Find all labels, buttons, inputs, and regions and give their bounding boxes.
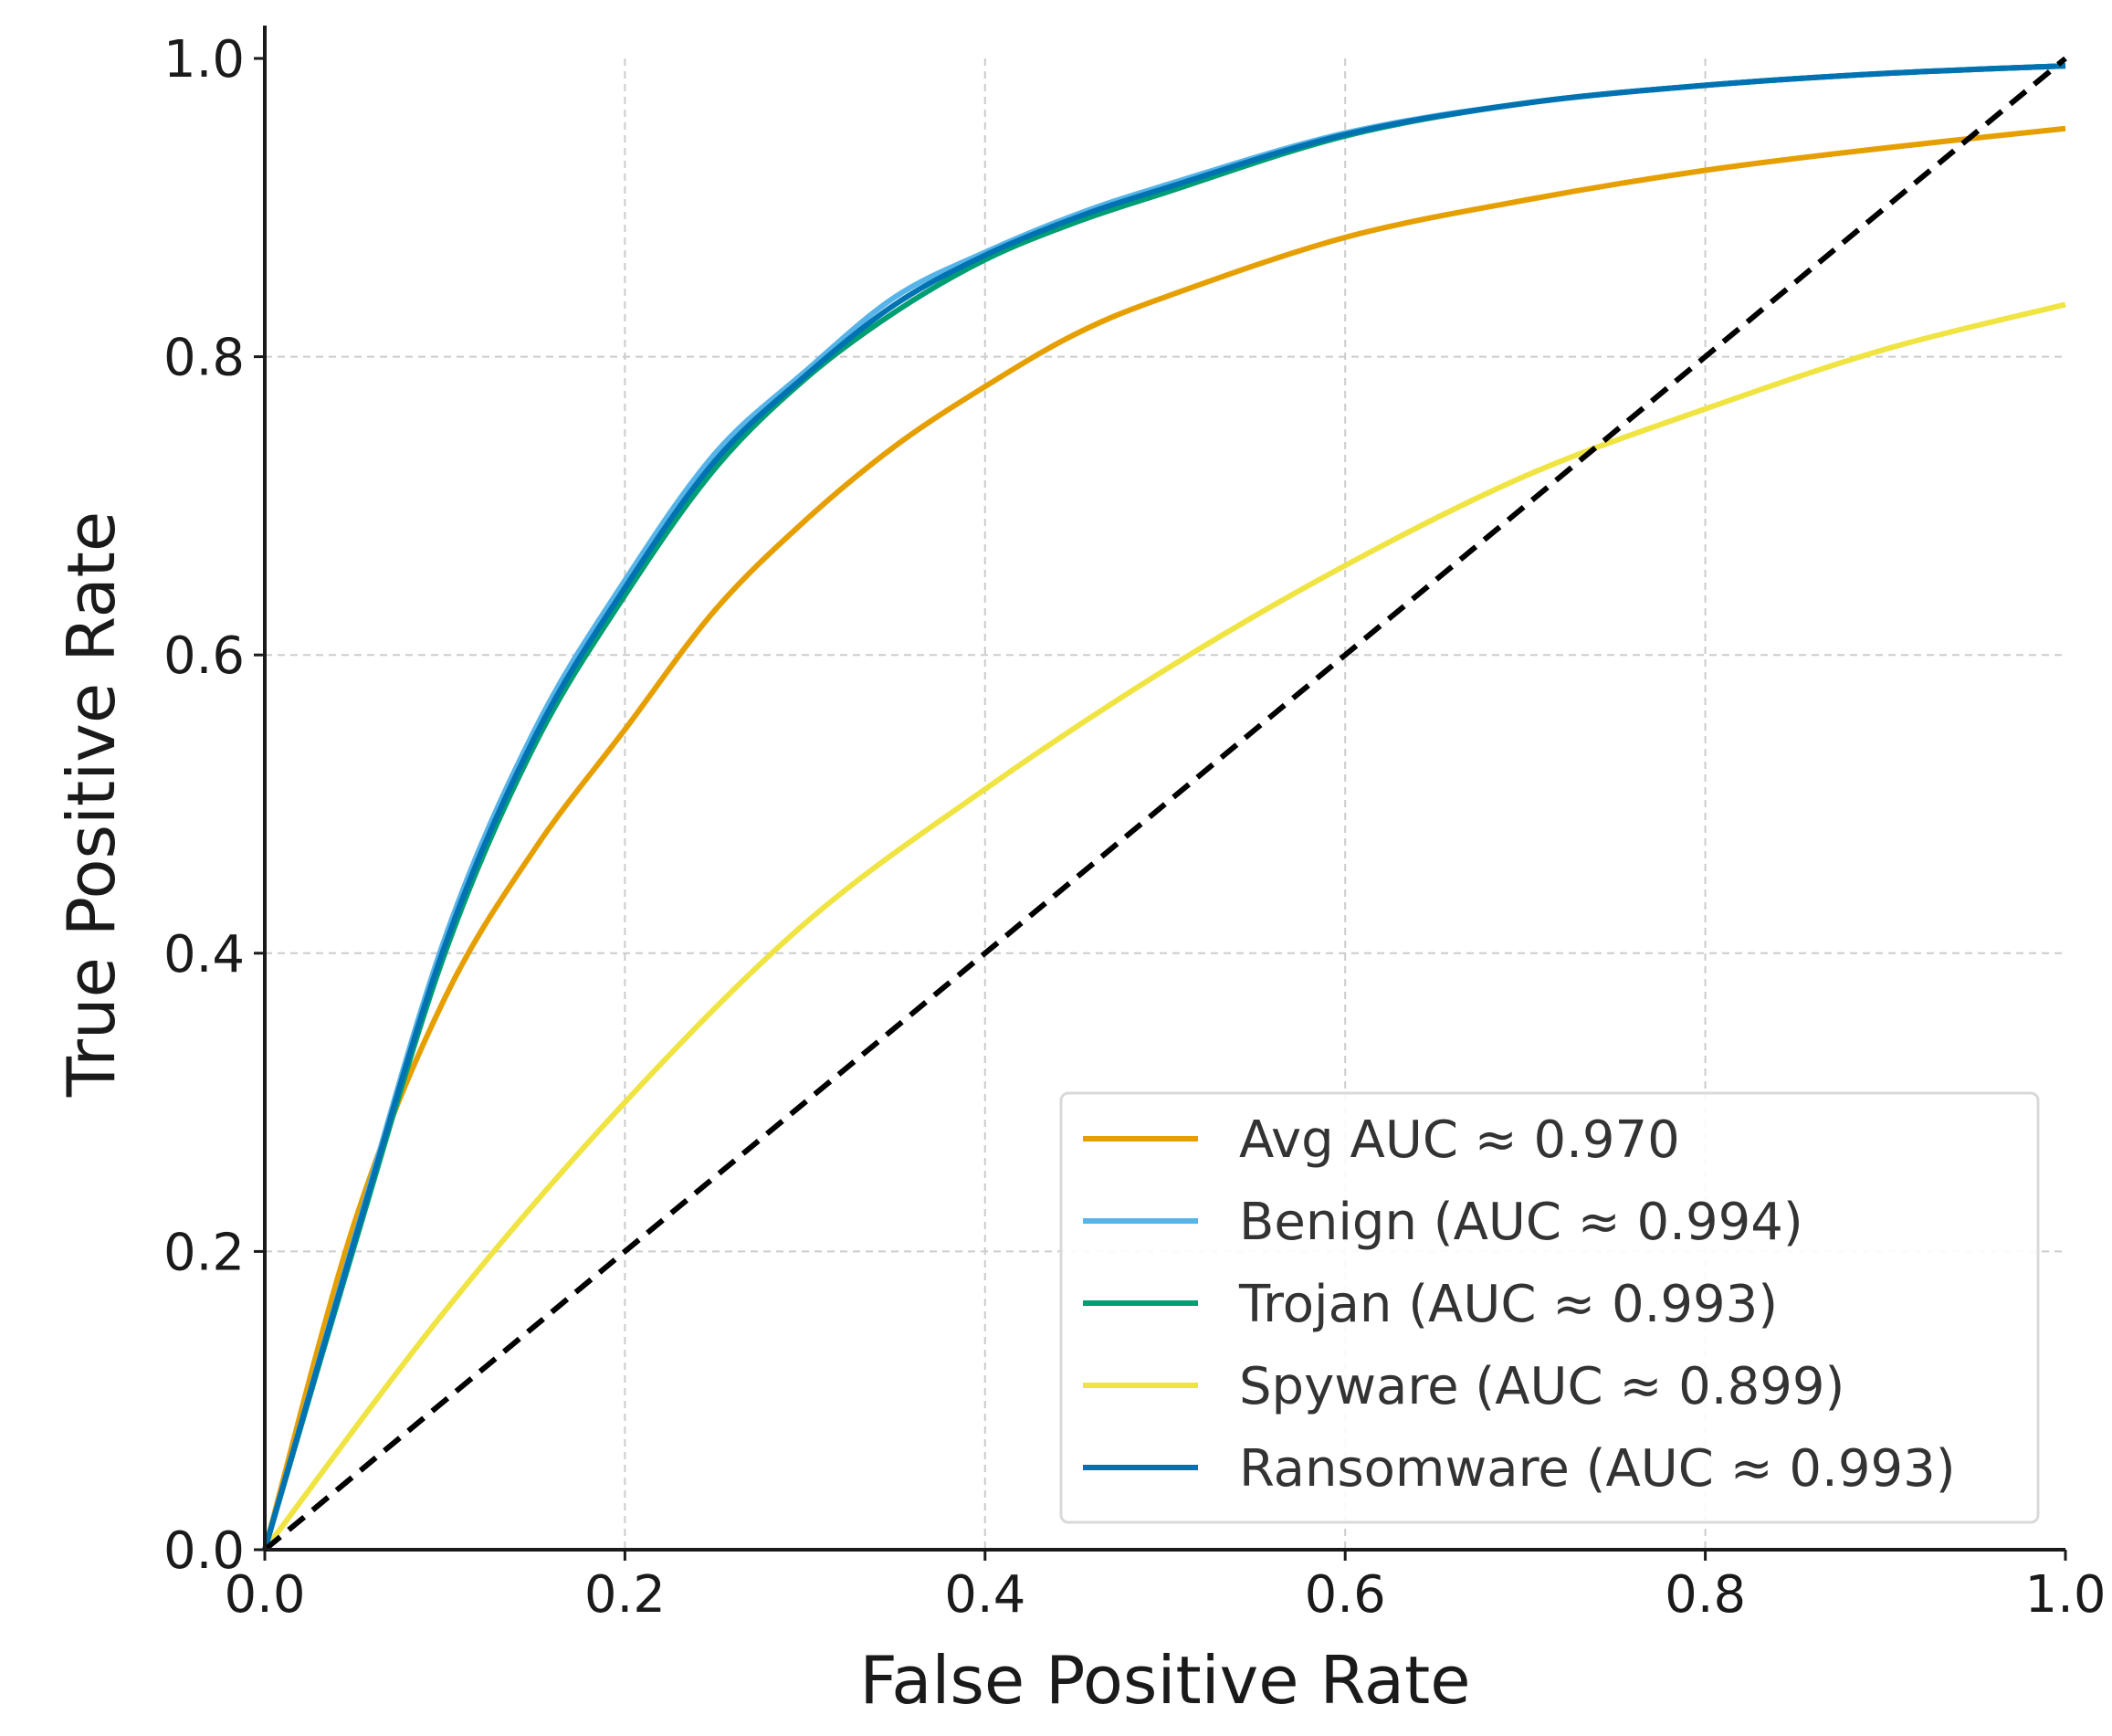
legend-label-4: Ransomware (AUC ≈ 0.993) [1239, 1439, 1956, 1499]
tick-labels: 0.0 0.2 0.4 0.6 0.8 1.0 0.0 0.2 0.4 0.6 0.8 1.0 [163, 30, 2107, 1625]
x-tick-label-5: 1.0 [2024, 1565, 2106, 1625]
reference-diagonal [263, 56, 2067, 1552]
y-tick-label-3: 0.6 [163, 626, 245, 686]
y-tick-label-5: 1.0 [163, 30, 245, 89]
legend-box [1059, 1091, 2040, 1524]
y-tick-label-2: 0.4 [163, 925, 245, 984]
legend-label-2: Trojan (AUC ≈ 0.993) [1238, 1275, 1778, 1334]
axes [263, 26, 2065, 1552]
series-line-0 [262, 125, 2066, 1551]
x-tick-label-2: 0.4 [944, 1565, 1025, 1625]
x-axis-label: False Positive Rate [859, 1642, 1470, 1719]
series-lines [262, 56, 2067, 1552]
legend-label-0: Avg AUC ≈ 0.970 [1239, 1110, 1680, 1170]
x-tick-label-3: 0.6 [1305, 1565, 1386, 1625]
x-tick-label-4: 0.8 [1665, 1565, 1746, 1625]
x-tick-label-1: 0.2 [584, 1565, 666, 1625]
x-tick-label-0: 0.0 [224, 1565, 305, 1625]
legend-label-3: Spyware (AUC ≈ 0.899) [1239, 1357, 1844, 1416]
y-axis-label: True Positive Rate [53, 511, 130, 1098]
legend: Avg AUC ≈ 0.970 Benign (AUC ≈ 0.994) Troja… [1059, 1091, 2040, 1524]
y-tick-label-4: 0.8 [163, 329, 245, 388]
y-tick-label-0: 0.0 [163, 1521, 245, 1581]
series-line-4 [262, 63, 2066, 1551]
y-tick-label-1: 0.2 [163, 1223, 245, 1282]
series-line-3 [262, 301, 2066, 1552]
legend-label-1: Benign (AUC ≈ 0.994) [1239, 1193, 1803, 1252]
